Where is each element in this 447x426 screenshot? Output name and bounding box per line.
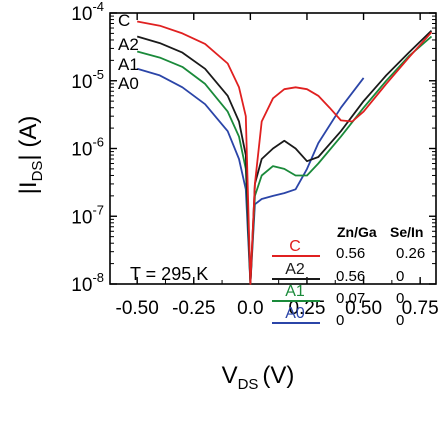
legend-header-se-in: Se/In	[390, 224, 423, 240]
curve-label-a2: A2	[118, 35, 139, 54]
curve-label-a0: A0	[118, 74, 139, 93]
legend-label-a0: A0	[285, 305, 305, 322]
legend-se-in-value: 0	[396, 290, 404, 307]
x-tick-label: 0.25	[288, 298, 325, 319]
y-tick-label: 10-8	[71, 270, 104, 296]
curve-label-c: C	[118, 11, 130, 30]
legend-label-a2: A2	[285, 261, 305, 278]
series-line-a1	[136, 35, 433, 285]
legend-zn-ga-value: 0.56	[336, 245, 365, 262]
x-axis: -0.50 -0.25 0.0 0.25 0.50 0.75	[116, 13, 439, 319]
legend-label-a1: A1	[285, 283, 305, 300]
x-tick-label: -0.50	[116, 298, 159, 319]
y-tick-label: 10-7	[71, 202, 104, 228]
legend-zn-ga-value: 0.56	[336, 268, 365, 285]
y-tick-label: 10-5	[71, 67, 104, 93]
curve-label-a1: A1	[118, 55, 139, 74]
legend-header-zn-ga: Zn/Ga	[337, 224, 377, 240]
series-line-c	[137, 20, 433, 285]
y-tick-label: 10-6	[71, 135, 104, 161]
x-tick-label: 0.75	[402, 298, 439, 319]
legend-se-in-value: 0	[396, 312, 404, 329]
x-axis-label: VDS (V)	[222, 362, 295, 393]
y-tick-label: 10-4	[71, 0, 104, 25]
y-axis-label: |IDS| (A)	[15, 116, 46, 195]
legend-se-in-value: 0	[396, 268, 404, 285]
x-tick-label: -0.25	[172, 298, 215, 319]
legend-zn-ga-value: 0	[336, 312, 344, 329]
x-tick-label: 0.50	[345, 298, 382, 319]
legend-label-c: C	[289, 238, 301, 255]
series-line-a2	[136, 29, 433, 285]
legend-se-in-value: 0.26	[396, 245, 425, 262]
legend: Zn/Ga Se/In C 0.56 0.26 A2 0.56 0 A1 0.07 0 A0 0 0	[272, 224, 425, 329]
annotation-temperature: T = 295 K	[130, 264, 208, 284]
y-axis: 10-8 10-7 10-6 10-5 10-4	[71, 0, 436, 296]
x-tick-label: 0.0	[237, 298, 263, 319]
legend-zn-ga-value: 0.07	[336, 290, 365, 307]
